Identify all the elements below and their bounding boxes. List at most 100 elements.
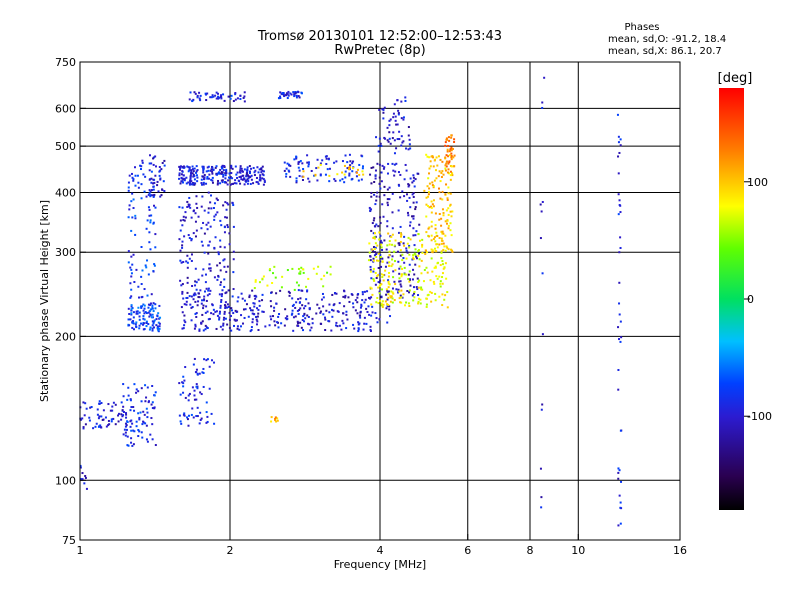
data-point	[130, 308, 133, 311]
data-point	[222, 93, 225, 96]
data-point	[298, 169, 301, 172]
data-point	[98, 415, 101, 418]
data-point	[391, 192, 394, 195]
data-point	[302, 175, 305, 178]
data-point	[250, 309, 253, 312]
data-point	[250, 329, 253, 332]
data-point	[216, 264, 219, 267]
data-point	[301, 319, 304, 322]
data-point	[274, 417, 277, 420]
data-point	[282, 93, 285, 96]
data-point	[205, 170, 208, 173]
data-point	[195, 171, 198, 174]
data-point	[263, 181, 266, 184]
data-point	[241, 178, 244, 181]
data-point	[181, 290, 184, 293]
data-point	[242, 308, 245, 311]
data-point	[329, 265, 332, 268]
data-point	[409, 147, 412, 150]
data-point	[430, 220, 433, 223]
data-point	[328, 311, 331, 314]
data-point	[408, 244, 411, 247]
data-point	[219, 219, 222, 222]
data-point	[300, 92, 303, 95]
data-point	[204, 281, 207, 284]
data-point	[393, 244, 396, 247]
data-point	[225, 270, 228, 273]
data-point	[228, 172, 231, 175]
data-point	[402, 140, 405, 143]
data-point	[180, 176, 183, 179]
data-point	[178, 177, 181, 180]
data-point	[322, 296, 325, 299]
data-point	[311, 322, 314, 325]
data-point	[149, 190, 152, 193]
data-point	[180, 306, 183, 309]
data-point	[385, 307, 388, 310]
data-point	[380, 302, 383, 305]
data-point	[130, 288, 133, 291]
data-point	[194, 92, 197, 95]
data-point	[398, 138, 401, 141]
data-point	[156, 326, 159, 329]
data-point	[408, 253, 411, 256]
data-point	[356, 312, 359, 315]
x-tick-label: 2	[227, 544, 234, 557]
data-point	[356, 293, 359, 296]
data-point	[297, 95, 300, 98]
data-point	[104, 416, 107, 419]
data-point	[219, 281, 222, 284]
data-point	[256, 166, 259, 169]
data-point	[371, 305, 374, 308]
data-point	[212, 168, 215, 171]
data-point	[368, 251, 371, 254]
data-point	[418, 265, 421, 268]
data-point	[193, 91, 196, 94]
data-point	[215, 310, 218, 313]
data-point	[319, 163, 322, 166]
data-point	[130, 313, 133, 316]
data-point	[619, 204, 622, 207]
data-point	[117, 412, 120, 415]
data-point	[127, 186, 130, 189]
data-point	[136, 312, 139, 315]
data-point	[178, 168, 181, 171]
data-point	[234, 92, 237, 95]
data-point	[446, 219, 449, 222]
data-point	[257, 182, 260, 185]
data-point	[289, 92, 292, 95]
data-point	[292, 329, 295, 332]
data-point	[255, 295, 258, 298]
data-point	[142, 317, 145, 320]
data-point	[130, 429, 133, 432]
data-point	[398, 272, 401, 275]
data-point	[117, 414, 120, 417]
data-point	[156, 180, 159, 183]
data-point	[380, 273, 383, 276]
data-point	[391, 162, 394, 165]
data-point	[408, 224, 411, 227]
data-point	[303, 307, 306, 310]
data-point	[432, 199, 435, 202]
data-point	[403, 235, 406, 238]
data-point	[418, 258, 421, 261]
data-point	[212, 95, 215, 98]
data-point	[618, 338, 621, 341]
data-point	[393, 103, 396, 106]
data-point	[140, 197, 143, 200]
data-point	[137, 285, 140, 288]
data-point	[408, 289, 411, 292]
data-point	[408, 280, 411, 283]
data-point	[221, 181, 224, 184]
data-point	[541, 106, 544, 109]
data-point	[144, 422, 147, 425]
data-point	[236, 176, 239, 179]
data-point	[199, 419, 202, 422]
data-point	[427, 190, 430, 193]
data-point	[379, 239, 382, 242]
data-point	[179, 219, 182, 222]
data-point	[315, 167, 318, 170]
data-point	[449, 192, 452, 195]
data-point	[377, 150, 380, 153]
